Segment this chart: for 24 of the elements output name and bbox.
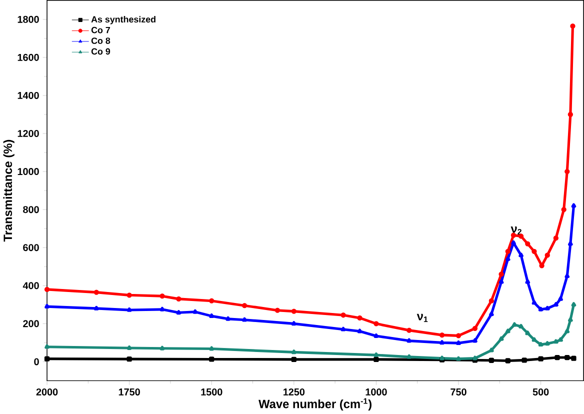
x-tick-label: 1750 <box>118 388 140 396</box>
x-tick-label: 750 <box>450 388 466 396</box>
x-tick-label: 2000 <box>36 388 58 396</box>
y-tick-label: 400 <box>22 282 39 290</box>
y-tick-label: 1400 <box>18 92 39 100</box>
legend-label: Co 9 <box>91 48 110 55</box>
y-tick-label: 1600 <box>18 54 39 62</box>
y-tick-label: 1800 <box>18 16 39 23</box>
y-tick-label: 0 <box>34 358 39 366</box>
y-tick-label: 1000 <box>18 168 39 176</box>
y-tick-label: 600 <box>23 244 39 252</box>
y-tick-label: 1200 <box>18 130 39 138</box>
legend-label: As synthesized <box>91 16 156 24</box>
y-tick-label: 200 <box>23 320 39 328</box>
x-tick-label: 1500 <box>201 388 222 396</box>
x-tick-label: 1250 <box>284 388 305 396</box>
x-tick-label: 1000 <box>366 388 387 396</box>
legend-label: Co 7 <box>91 26 110 34</box>
legend-label: Co 8 <box>91 38 110 44</box>
y-tick-label: 800 <box>23 206 39 214</box>
y-axis-title: Transmittance (%) <box>3 140 14 242</box>
x-axis-title: Wave number (cm$^{-1}$) <box>258 398 372 411</box>
annotation: ν$_{1}$ <box>416 314 428 322</box>
x-tick-label: 500 <box>532 388 549 396</box>
